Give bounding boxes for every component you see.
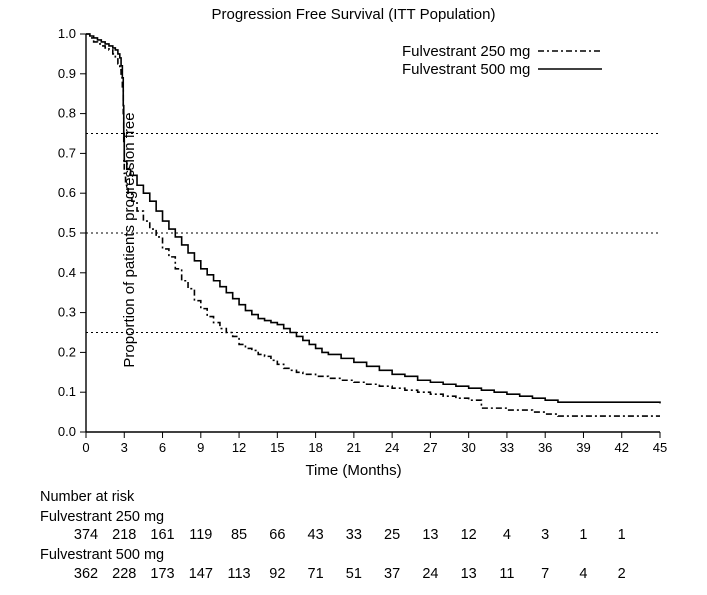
risk-cell: 1 bbox=[603, 526, 641, 544]
y-tick-label: 1.0 bbox=[58, 26, 76, 41]
number-at-risk-block: Number at risk Fulvestrant 250 mg3742181… bbox=[40, 488, 641, 583]
risk-cell: 7 bbox=[526, 565, 564, 583]
risk-cell: 2 bbox=[603, 565, 641, 583]
x-tick-label: 36 bbox=[538, 440, 552, 455]
risk-cell: 11 bbox=[488, 565, 526, 583]
risk-cell: 92 bbox=[258, 565, 296, 583]
legend-label: Fulvestrant 250 mg bbox=[402, 43, 530, 60]
risk-row-label: Fulvestrant 250 mg bbox=[40, 508, 641, 526]
number-at-risk-header: Number at risk bbox=[40, 488, 641, 506]
risk-cell: 71 bbox=[296, 565, 334, 583]
risk-row-label: Fulvestrant 500 mg bbox=[40, 546, 641, 564]
risk-cell: 228 bbox=[105, 565, 143, 583]
y-tick-label: 0.4 bbox=[58, 265, 76, 280]
risk-cell: 13 bbox=[411, 526, 449, 544]
y-tick-label: 0.0 bbox=[58, 424, 76, 439]
risk-cell: 147 bbox=[182, 565, 220, 583]
legend-item: Fulvestrant 250 mg bbox=[402, 42, 602, 60]
risk-cell: 33 bbox=[335, 526, 373, 544]
risk-cell: 24 bbox=[411, 565, 449, 583]
x-tick-label: 6 bbox=[159, 440, 166, 455]
y-tick-label: 0.3 bbox=[58, 305, 76, 320]
x-tick-label: 24 bbox=[385, 440, 399, 455]
x-tick-label: 30 bbox=[461, 440, 475, 455]
x-tick-label: 21 bbox=[347, 440, 361, 455]
risk-cell: 25 bbox=[373, 526, 411, 544]
x-tick-label: 9 bbox=[197, 440, 204, 455]
risk-cell: 113 bbox=[220, 565, 258, 583]
risk-cell: 161 bbox=[143, 526, 181, 544]
risk-cell: 173 bbox=[143, 565, 181, 583]
legend-line-icon bbox=[538, 62, 602, 76]
risk-cell: 85 bbox=[220, 526, 258, 544]
risk-cell: 1 bbox=[564, 526, 602, 544]
series-f500 bbox=[86, 34, 660, 403]
x-tick-label: 45 bbox=[653, 440, 667, 455]
x-tick-label: 33 bbox=[500, 440, 514, 455]
x-tick-label: 3 bbox=[121, 440, 128, 455]
x-tick-label: 39 bbox=[576, 440, 590, 455]
y-tick-label: 0.8 bbox=[58, 106, 76, 121]
risk-cell: 374 bbox=[67, 526, 105, 544]
risk-cell: 12 bbox=[450, 526, 488, 544]
y-tick-label: 0.5 bbox=[58, 225, 76, 240]
series-f250 bbox=[86, 34, 660, 416]
x-tick-label: 0 bbox=[82, 440, 89, 455]
risk-cell: 218 bbox=[105, 526, 143, 544]
y-tick-label: 0.6 bbox=[58, 185, 76, 200]
risk-cell: 4 bbox=[488, 526, 526, 544]
risk-cell: 66 bbox=[258, 526, 296, 544]
risk-cell: 13 bbox=[450, 565, 488, 583]
y-tick-label: 0.1 bbox=[58, 384, 76, 399]
risk-cell: 119 bbox=[182, 526, 220, 544]
risk-cell: 43 bbox=[296, 526, 334, 544]
risk-cell: 362 bbox=[67, 565, 105, 583]
legend-item: Fulvestrant 500 mg bbox=[402, 60, 602, 78]
risk-cell: 37 bbox=[373, 565, 411, 583]
x-tick-label: 12 bbox=[232, 440, 246, 455]
x-tick-label: 15 bbox=[270, 440, 284, 455]
risk-row: 374218161119856643332513124311 bbox=[67, 526, 641, 544]
figure-container: Progression Free Survival (ITT Populatio… bbox=[0, 0, 707, 595]
legend: Fulvestrant 250 mgFulvestrant 500 mg bbox=[402, 42, 602, 78]
risk-row: 36222817314711392715137241311742 bbox=[67, 565, 641, 583]
legend-line-icon bbox=[538, 44, 602, 58]
x-tick-label: 27 bbox=[423, 440, 437, 455]
x-tick-label: 42 bbox=[614, 440, 628, 455]
y-tick-label: 0.2 bbox=[58, 344, 76, 359]
y-tick-label: 0.7 bbox=[58, 145, 76, 160]
legend-label: Fulvestrant 500 mg bbox=[402, 61, 530, 78]
risk-cell: 3 bbox=[526, 526, 564, 544]
risk-cell: 51 bbox=[335, 565, 373, 583]
risk-cell: 4 bbox=[564, 565, 602, 583]
x-axis-label: Time (Months) bbox=[0, 462, 707, 479]
x-tick-label: 18 bbox=[308, 440, 322, 455]
y-tick-label: 0.9 bbox=[58, 66, 76, 81]
